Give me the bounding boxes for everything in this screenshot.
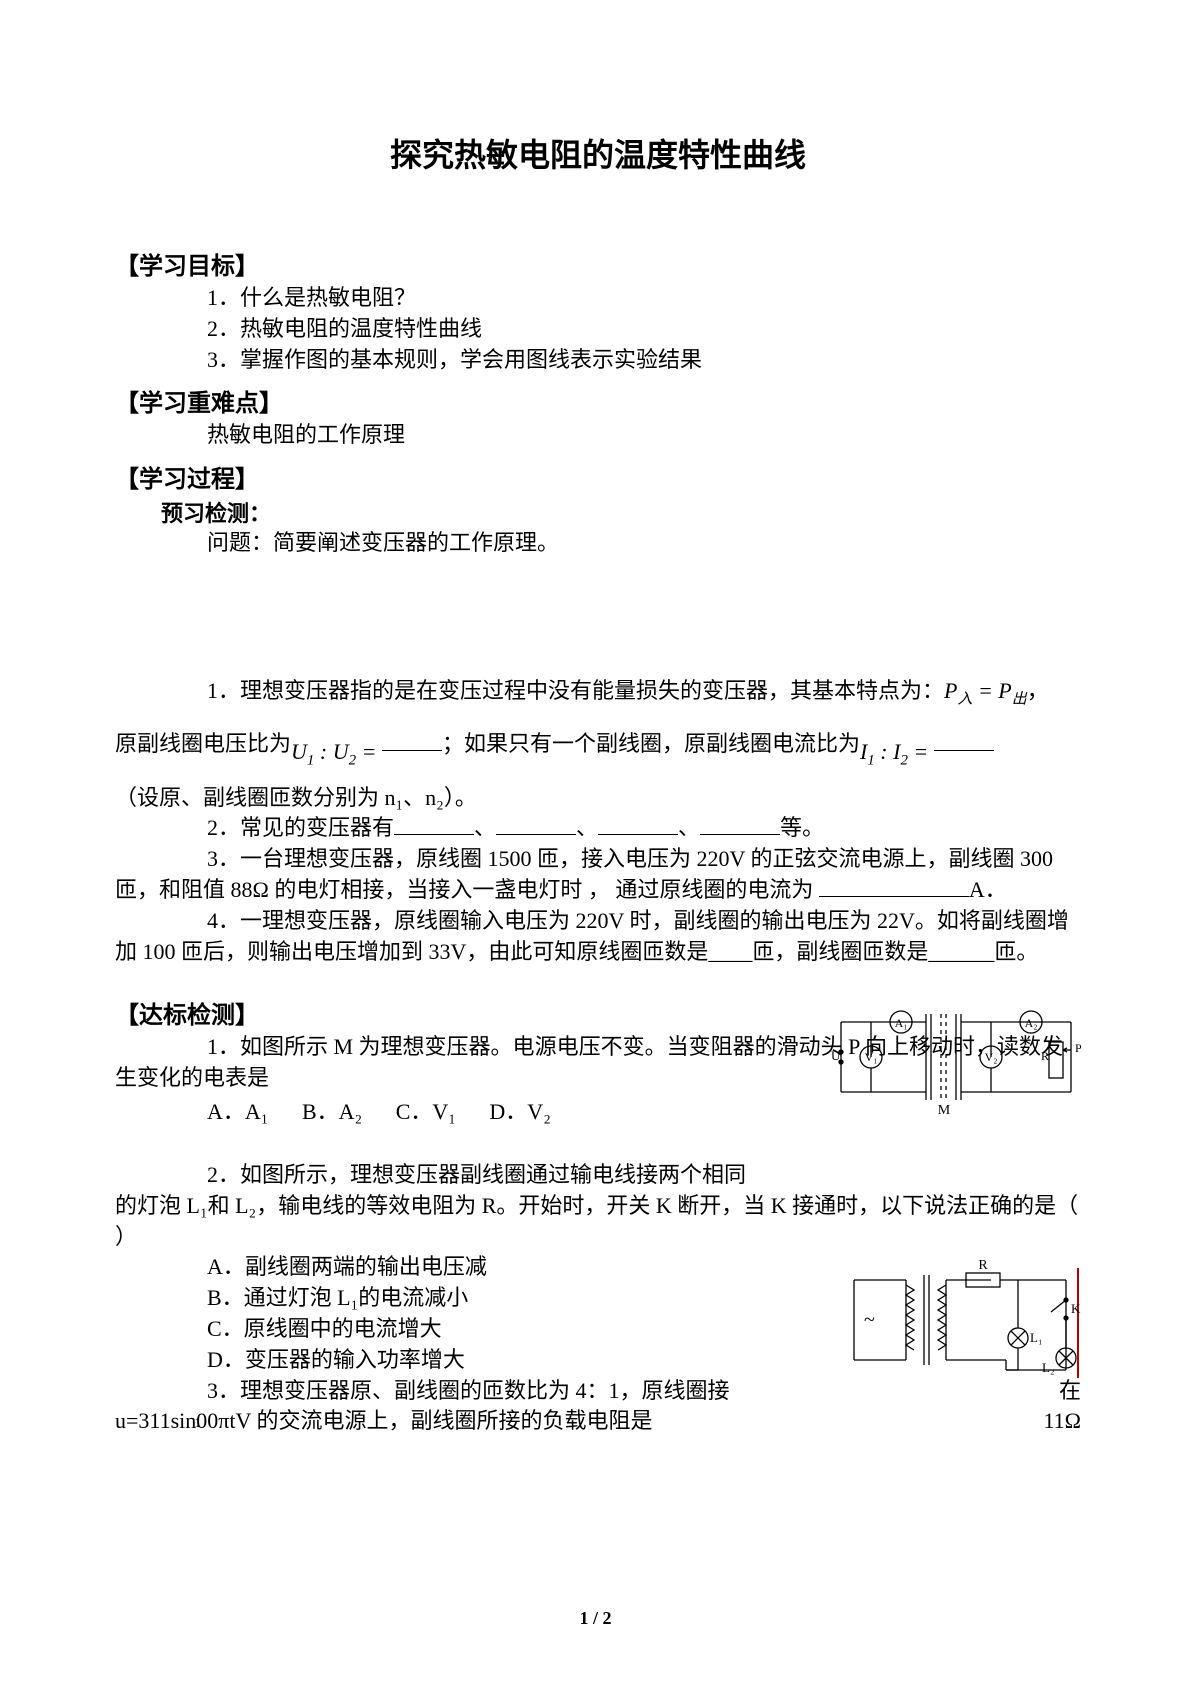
circuit-diagram-2: ~ R L₁ K L₂ (846, 1250, 1081, 1385)
blank-4-2 (496, 834, 576, 835)
blank-4-4 (700, 834, 780, 835)
svg-text:A₁: A₁ (895, 1016, 908, 1030)
formula-i1i2: I1 : I2 = (860, 739, 934, 764)
svg-text:V₁: V₁ (865, 1050, 878, 1064)
fill-1b: ， (1027, 678, 1049, 703)
q3-r2: 11Ω (1043, 1406, 1081, 1437)
q1-a: A．A₁ (207, 1099, 268, 1124)
q3-stem2b: 00πtV 的交流电源上，副线圈所接的负载电阻是 (196, 1408, 652, 1433)
blank-5 (819, 896, 969, 897)
fill-4e: 等。 (780, 815, 824, 840)
formula-u1u2: U1 : U2 = (291, 739, 382, 764)
fill-line6: 4．一理想变压器，原线圈输入电压为 220V 时，副线圈的输出电压为 22V。如… (115, 906, 1081, 968)
q3-line2: u=311sin100πtV 的交流电源上，副线圈所接的负载电阻是 11Ω (115, 1406, 1081, 1437)
fill-1a: 1．理想变压器指的是在变压过程中没有能量损失的变压器，其基本特点为： (207, 678, 944, 703)
fill-line1: 1．理想变压器指的是在变压过程中没有能量损失的变压器，其基本特点为：P入 = P… (115, 669, 1081, 715)
circuit-diagram-1: A₁ V₁ A₂ V₂ U R P M (831, 1002, 1081, 1117)
objective-3: 3．掌握作图的基本规则，学会用图线表示实验结果 (115, 345, 1081, 376)
svg-text:P: P (1075, 1041, 1081, 1055)
fill-2b: ；如果只有一个副线圈，原副线圈电流比为 (442, 731, 860, 756)
blank-4-3 (598, 834, 678, 835)
section-difficulties-header: 【学习重难点】 (115, 383, 1081, 418)
section-process-header: 【学习过程】 (115, 459, 1081, 494)
fill-4a: 2．常见的变压器有 (207, 815, 394, 840)
svg-text:R: R (978, 1258, 988, 1273)
process-subheader: 预习检测： (115, 496, 1081, 528)
fill-line2: 原副线圈电压比为U1 : U2 = ；如果只有一个副线圈，原副线圈电流比为I1 … (115, 715, 1081, 772)
fill-4b: 、 (474, 815, 496, 840)
svg-text:R: R (1041, 1049, 1049, 1063)
q1-b: B．A₂ (302, 1099, 362, 1124)
blank-i-ratio (934, 750, 994, 751)
fill-4c: 、 (576, 815, 598, 840)
q1-d: D．V₂ (489, 1099, 550, 1124)
q2-stem1: 2．如图所示，理想变压器副线圈通过输电线接两个相同 (115, 1160, 1081, 1191)
fill-4d: 、 (678, 815, 700, 840)
fill-2a: 原副线圈电压比为 (115, 731, 291, 756)
objective-2: 2．热敏电阻的温度特性曲线 (115, 314, 1081, 345)
q3-stem2a: u=311sin (115, 1408, 196, 1433)
page-number: 1 / 2 (0, 1608, 1191, 1629)
page-title: 探究热敏电阻的温度特性曲线 (115, 130, 1081, 176)
svg-text:K: K (1071, 1301, 1081, 1316)
fill-line5: 3．一台理想变压器，原线圈 1500 匝，接入电压为 220V 的正弦交流电源上… (115, 844, 1081, 906)
q3-stem: 3．理想变压器原、副线圈的匝数比为 4：1，原线圈接 (207, 1378, 730, 1403)
process-question: 问题：简要阐述变压器的工作原理。 (115, 528, 1081, 559)
objective-1: 1．什么是热敏电阻？ (115, 283, 1081, 314)
svg-text:U: U (831, 1048, 841, 1063)
svg-text:M: M (938, 1103, 951, 1117)
blank-u-ratio (382, 750, 442, 751)
svg-text:L₂: L₂ (1042, 1360, 1054, 1375)
q2-stem2: 的灯泡 L₁和 L₂，输电线的等效电阻为 R。开始时，开关 K 断开，当 K 接… (115, 1191, 1081, 1253)
q1-c: C．V₁ (396, 1099, 456, 1124)
svg-text:~: ~ (864, 1309, 875, 1331)
fill-line3: （设原、副线圈匝数分别为 n₁、n₂）。 (115, 783, 1081, 814)
svg-text:V₂: V₂ (985, 1050, 998, 1064)
svg-text:L₁: L₁ (1030, 1330, 1042, 1345)
blank-4-1 (394, 834, 474, 835)
section-objectives-header: 【学习目标】 (115, 246, 1081, 281)
fill-line4: 2．常见的变压器有 、 、 、 等。 (115, 813, 1081, 844)
formula-pin-pout: P入 = P出 (944, 678, 1027, 703)
difficulties-text: 热敏电阻的工作原理 (115, 420, 1081, 451)
fill-5: 3．一台理想变压器，原线圈 1500 匝，接入电压为 220V 的正弦交流电源上… (115, 846, 1053, 902)
svg-text:A₂: A₂ (1025, 1016, 1038, 1030)
fill-5end: A． (969, 877, 1007, 902)
